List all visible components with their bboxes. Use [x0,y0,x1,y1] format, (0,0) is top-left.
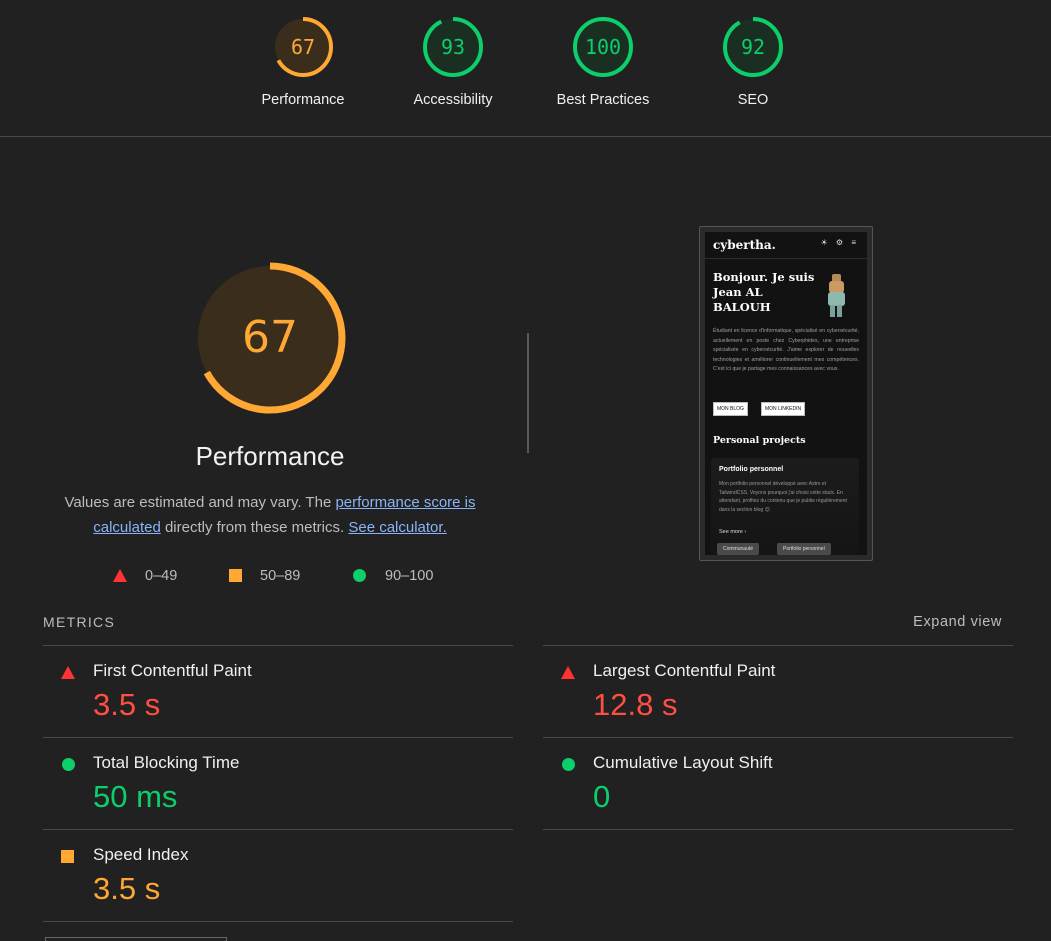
screenshot-logo: cybertha. [713,238,776,252]
metric-label: First Contentful Paint [93,661,252,680]
metric-value: 3.5 s [93,687,161,722]
performance-score-link[interactable]: performance score is calculated [93,494,476,536]
screenshot-greeting: Bonjour. Je suis Jean AL BALOUH [713,270,815,314]
description-text: directly from these metrics. [160,519,349,536]
gauge-label: Performance [261,92,345,108]
gauge-ring [423,17,483,77]
gauge-label: Accessibility [413,92,493,108]
circle-icon [62,758,75,771]
metric-speed-index: Speed Index 3.5 s [43,830,513,922]
metric-label: Total Blocking Time [93,753,240,772]
gauge-label: SEO [737,92,769,108]
screenshot-linkedin-button: MON LINKEDIN [761,402,806,416]
avatar-illustration-icon [828,274,845,317]
performance-gauge-ring [194,262,346,414]
gauge-accessibility[interactable]: 93 Accessibility [393,15,513,108]
screenshot-section-title: Personal projects [713,435,806,446]
legend-range: 0–49 [145,568,178,584]
score-legend: 0–49 50–89 90–100 [0,566,540,586]
metric-cumulative-layout-shift: Cumulative Layout Shift 0 [543,738,1013,830]
performance-description: Values are estimated and may vary. The p… [45,490,495,540]
final-screenshot[interactable]: cybertha. ☀ ⚙ ≡ Bonjour. Je suis Jean AL… [699,226,873,561]
gauge-score: 92 [740,35,766,59]
metric-value: 50 ms [93,779,178,814]
category-gauges-bar: 67 Performance 93 Accessibility 100 Best… [0,0,1051,137]
gauge-score: 100 [584,35,622,59]
circle-icon [353,569,366,582]
gauge-performance[interactable]: 67 Performance [243,15,363,108]
screenshot-project-card: Portfolio personnel Mon portfolio person… [711,458,859,555]
performance-title: Performance [195,441,345,471]
divider [527,333,529,453]
gauge-ring [723,17,783,77]
triangle-icon [561,666,575,679]
screenshot-screen: cybertha. ☀ ⚙ ≡ Bonjour. Je suis Jean AL… [705,232,867,555]
see-calculator-link[interactable]: See calculator. [348,519,447,536]
description-text: Values are estimated and may vary. The [64,494,336,511]
screenshot-chip: Communauté [717,543,760,555]
legend-range: 50–89 [260,568,301,584]
metric-label: Speed Index [93,845,189,864]
gauge-ring [273,17,333,77]
screenshot-card-text: Mon portfolio personnel développé avec A… [719,481,847,513]
metric-value: 3.5 s [93,871,161,906]
expand-view-toggle[interactable]: Expand view [913,614,1002,630]
metric-label: Cumulative Layout Shift [593,753,773,772]
performance-gauge: 67 [194,262,346,414]
gauge-seo[interactable]: 92 SEO [693,15,813,108]
gauge-ring [573,17,633,77]
screenshot-chip: Portfolio personnel [777,543,831,555]
metric-total-blocking-time: Total Blocking Time 50 ms [43,738,513,830]
screenshot-header-icons: ☀ ⚙ ≡ [820,238,859,247]
metrics-heading: METRICS [43,614,116,630]
metric-label: Largest Contentful Paint [593,661,776,680]
circle-icon [562,758,575,771]
screenshot-card-title: Portfolio personnel [719,466,784,473]
screenshot-blog-button: MON BLOG [713,402,748,416]
screenshot-see-more: See more › [719,529,747,535]
performance-score: 67 [242,312,298,363]
triangle-icon [61,666,75,679]
square-icon [61,850,74,863]
metrics-column-right: Largest Contentful Paint 12.8 s Cumulati… [543,645,1013,830]
gauge-best-practices[interactable]: 100 Best Practices [543,15,663,108]
screenshot-bio: Étudiant en licence d'informatique, spéc… [713,328,859,372]
gauge-score: 93 [440,35,466,59]
gauge-label: Best Practices [556,92,650,108]
metrics-column-left: First Contentful Paint 3.5 s Total Block… [43,645,513,922]
metric-largest-contentful-paint: Largest Contentful Paint 12.8 s [543,646,1013,738]
screenshot-header: cybertha. ☀ ⚙ ≡ [705,232,867,259]
square-icon [229,569,242,582]
triangle-icon [113,569,127,582]
metric-first-contentful-paint: First Contentful Paint 3.5 s [43,646,513,738]
gauge-score: 67 [290,35,316,59]
metric-value: 12.8 s [593,687,678,722]
view-treemap-button-edge[interactable] [45,937,227,941]
metric-value: 0 [593,779,611,814]
legend-range: 90–100 [385,568,434,584]
